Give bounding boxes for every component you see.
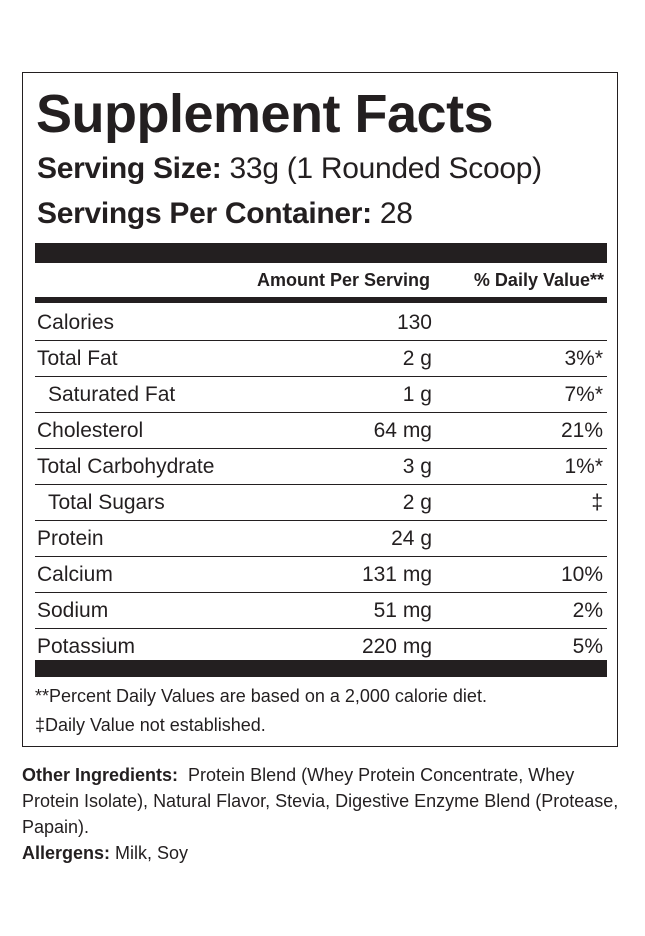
- other-ingredients-label: Other Ingredients:: [22, 765, 179, 785]
- serving-size-value: 33g (1 Rounded Scoop): [229, 152, 543, 185]
- nutrient-amount: 2 g: [402, 347, 432, 370]
- nutrient-row: Saturated Fat 1 g 7%*: [35, 377, 607, 413]
- nutrient-row: Sodium 51 mg 2%: [35, 593, 607, 629]
- thick-divider-top: [35, 243, 607, 263]
- daily-value-footnote: **Percent Daily Values are based on a 2,…: [35, 686, 487, 706]
- medium-divider: [35, 297, 607, 303]
- allergens: Allergens: Milk, Soy: [22, 840, 188, 866]
- amount-per-serving-header: Amount Per Serving: [256, 270, 430, 290]
- nutrient-daily-value: 1%*: [564, 455, 603, 478]
- nutrient-name: Potassium: [37, 635, 136, 658]
- nutrient-amount: 130: [396, 311, 432, 334]
- other-ingredients-text: Protein Blend (Whey Protein Concentrate,…: [22, 765, 619, 837]
- nutrient-daily-value: 2%: [572, 599, 603, 622]
- nutrient-name: Total Fat: [37, 347, 118, 370]
- nutrient-amount: 220 mg: [361, 635, 432, 658]
- allergens-text: Milk, Soy: [115, 843, 189, 863]
- nutrient-name: Calcium: [37, 563, 113, 586]
- nutrient-name: Total Carbohydrate: [37, 455, 215, 478]
- nutrient-table: Calories 130 Total Fat 2 g 3%* Saturated…: [35, 305, 607, 664]
- nutrient-row: Total Carbohydrate 3 g 1%*: [35, 449, 607, 485]
- not-established-footnote: ‡Daily Value not established.: [35, 715, 266, 735]
- nutrient-row: Calories 130: [35, 305, 607, 341]
- panel-title: Supplement Facts: [36, 84, 494, 144]
- nutrient-daily-value: 7%*: [564, 383, 603, 406]
- nutrient-amount: 2 g: [402, 491, 432, 514]
- nutrient-name: Protein: [37, 527, 104, 550]
- nutrient-row: Potassium 220 mg 5%: [35, 629, 607, 664]
- nutrient-row: Total Fat 2 g 3%*: [35, 341, 607, 377]
- nutrient-daily-value: 21%: [560, 419, 603, 442]
- nutrient-row: Calcium 131 mg 10%: [35, 557, 607, 593]
- nutrient-amount: 131 mg: [361, 563, 432, 586]
- servings-per-container: Servings Per Container: 28: [37, 195, 413, 233]
- nutrient-name: Cholesterol: [37, 419, 144, 442]
- serving-size: Serving Size: 33g (1 Rounded Scoop): [37, 150, 542, 188]
- other-ingredients: Other Ingredients: Protein Blend (Whey P…: [22, 762, 622, 840]
- nutrient-name: Saturated Fat: [48, 383, 176, 406]
- daily-value-header: % Daily Value**: [473, 270, 604, 290]
- servings-per-container-value: 28: [379, 197, 413, 230]
- nutrient-amount: 64 mg: [373, 419, 432, 442]
- nutrient-name: Calories: [37, 311, 115, 334]
- nutrient-daily-value: 3%*: [564, 347, 603, 370]
- thick-divider-bottom: [35, 660, 607, 677]
- supplement-facts-panel: Supplement Facts Serving Size: 33g (1 Ro…: [22, 72, 618, 747]
- allergens-label: Allergens:: [22, 843, 111, 863]
- nutrient-daily-value: ‡: [591, 491, 603, 514]
- serving-size-label: Serving Size:: [37, 152, 222, 185]
- nutrient-amount: 51 mg: [373, 599, 432, 622]
- nutrient-amount: 3 g: [402, 455, 432, 478]
- nutrient-row: Cholesterol 64 mg 21%: [35, 413, 607, 449]
- nutrient-name: Sodium: [37, 599, 109, 622]
- nutrient-amount: 24 g: [391, 527, 432, 550]
- nutrient-amount: 1 g: [402, 383, 432, 406]
- nutrient-name: Total Sugars: [48, 491, 165, 514]
- nutrient-daily-value: 10%: [560, 563, 603, 586]
- nutrient-daily-value: 5%: [572, 635, 603, 658]
- nutrient-row: Total Sugars 2 g ‡: [35, 485, 607, 521]
- servings-per-container-label: Servings Per Container:: [37, 197, 372, 230]
- nutrient-row: Protein 24 g: [35, 521, 607, 557]
